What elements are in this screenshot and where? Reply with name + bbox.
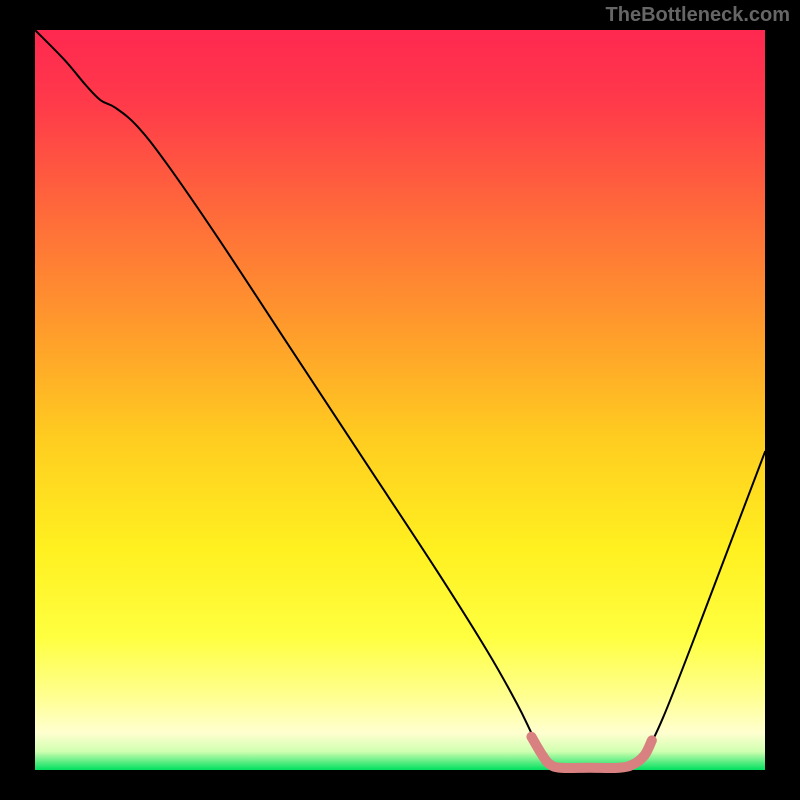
watermark-text: TheBottleneck.com	[606, 4, 790, 27]
bottleneck-chart	[0, 0, 800, 800]
plot-background	[35, 30, 765, 770]
chart-container: TheBottleneck.com	[0, 0, 800, 800]
